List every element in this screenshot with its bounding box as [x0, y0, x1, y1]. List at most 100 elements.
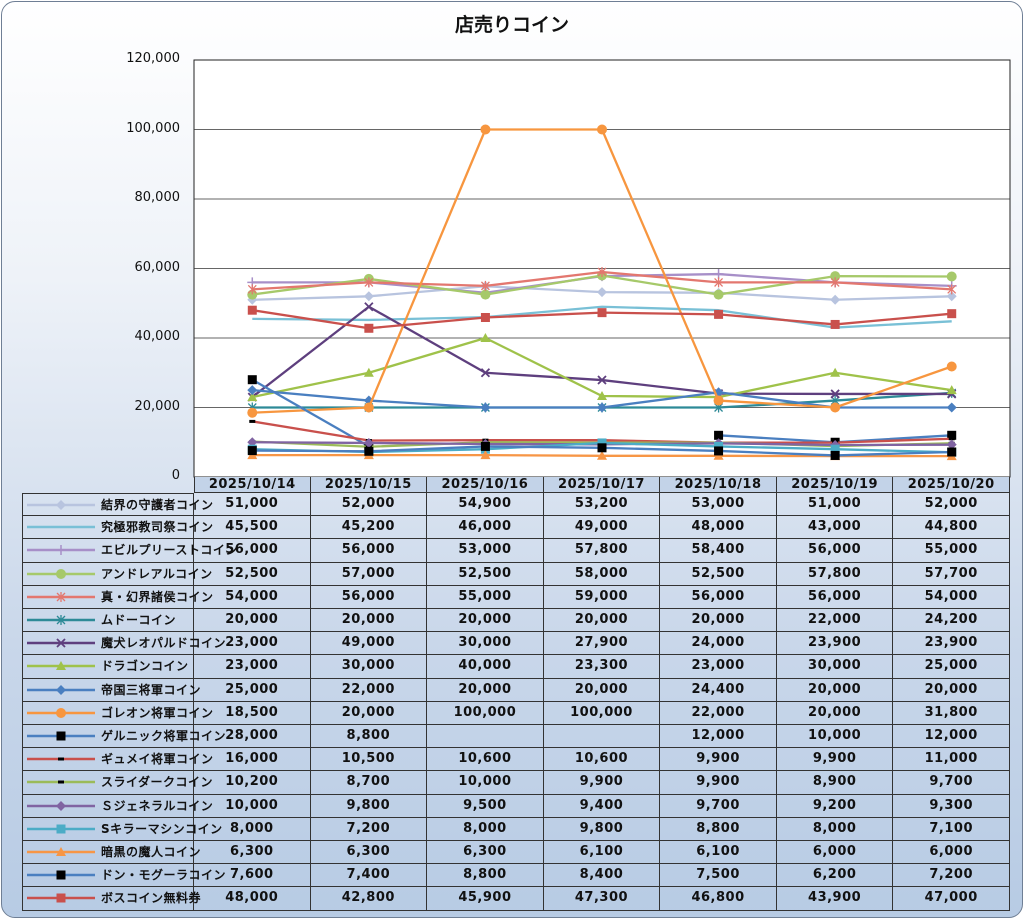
legend-key-icon	[27, 780, 95, 784]
data-point	[714, 446, 724, 456]
table-cell: 9,900	[660, 748, 777, 772]
table-cell: 30,000	[427, 632, 544, 656]
table-cell: 9,900	[543, 771, 661, 795]
table-cell: 56,000	[776, 539, 894, 563]
y-tick-label: 40,000	[134, 329, 181, 344]
table-cell: 9,400	[543, 794, 661, 818]
series-10	[247, 124, 957, 418]
table-cell: 6,000	[776, 841, 894, 865]
table-cell: 6,200	[776, 864, 894, 888]
data-point	[249, 419, 256, 423]
legend-entry: ドラゴンコイン	[22, 655, 194, 679]
table-cell: 23,000	[194, 632, 311, 656]
table-cell: 58,400	[660, 539, 777, 563]
data-point	[597, 391, 607, 401]
table-cell: 58,000	[543, 562, 661, 586]
table-cell: 52,500	[194, 562, 311, 586]
data-point	[946, 439, 957, 450]
table-cell: 8,000	[776, 817, 894, 841]
data-point	[247, 446, 257, 456]
data-point	[56, 615, 66, 625]
table-cell: 48,000	[660, 516, 777, 540]
series-17	[247, 441, 957, 460]
data-point	[480, 124, 491, 135]
data-point	[56, 545, 66, 556]
data-point	[948, 437, 955, 441]
table-cell: 24,400	[660, 678, 777, 702]
data-point	[713, 269, 724, 280]
table-cell	[543, 725, 661, 749]
table-cell: 57,800	[776, 562, 894, 586]
legend-entry: Sキラーマシンコイン	[22, 817, 222, 841]
data-point	[480, 312, 490, 322]
table-cell: 43,000	[776, 516, 894, 540]
data-point	[247, 392, 258, 402]
legend-key-icon	[27, 707, 95, 718]
table-cell: 56,000	[310, 539, 428, 563]
table-cell: 25,000	[194, 678, 311, 702]
data-point	[830, 319, 840, 329]
data-point	[58, 757, 64, 761]
data-point	[714, 441, 724, 451]
table-cell: 10,500	[310, 748, 428, 772]
table-cell: 52,000	[893, 493, 1010, 517]
data-point	[247, 305, 257, 315]
data-point	[480, 441, 490, 451]
legend-entry: 帝国三将軍コイン	[22, 678, 201, 702]
legend-entry: 暗黒の魔人コイン	[22, 841, 201, 865]
table-cell: 52,500	[427, 562, 544, 586]
data-point	[56, 684, 66, 695]
table-cell: 16,000	[194, 748, 311, 772]
table-cell: 31,800	[893, 701, 1010, 725]
legend-key-icon	[27, 500, 95, 510]
legend-entry: ゴレオン将軍コイン	[22, 701, 213, 725]
table-cell: 46,800	[660, 887, 777, 911]
table-cell: 20,000	[310, 609, 428, 633]
table-cell: 49,000	[543, 516, 661, 540]
table-cell: 24,000	[660, 632, 777, 656]
table-cell: 54,900	[427, 493, 544, 517]
table-cell: 22,000	[660, 701, 777, 725]
table-cell: 8,800	[427, 864, 544, 888]
data-point	[947, 284, 957, 295]
legend-entry: ギュメイ将軍コイン	[22, 748, 213, 772]
data-point	[56, 800, 66, 811]
table-cell: 8,800	[660, 817, 777, 841]
table-cell: 28,000	[194, 725, 311, 749]
table-cell: 12,000	[660, 725, 777, 749]
y-tick-label: 60,000	[134, 259, 181, 275]
table-cell: 11,000	[893, 748, 1010, 772]
y-tick-label: 20,000	[134, 398, 181, 414]
legend-key-icon	[27, 545, 95, 556]
table-cell: 10,200	[194, 771, 311, 795]
table-cell: 8,000	[427, 817, 544, 841]
table-cell: 9,700	[660, 794, 777, 818]
table-cell: 55,000	[427, 585, 544, 609]
x-tick-label: 2025/10/20	[893, 477, 1010, 493]
table-cell: 8,700	[310, 771, 428, 795]
data-point	[247, 385, 258, 396]
table-cell: 55,000	[893, 539, 1010, 563]
data-point	[363, 367, 374, 377]
data-point	[480, 333, 491, 342]
data-point	[713, 289, 724, 300]
table-cell: 56,000	[660, 585, 777, 609]
legend-entry: Ｓジェネラルコイン	[22, 794, 213, 818]
data-point	[247, 284, 257, 295]
table-cell: 7,200	[310, 817, 428, 841]
table-cell: 10,000	[427, 771, 544, 795]
data-point	[714, 309, 724, 319]
x-tick-label: 2025/10/14	[194, 477, 311, 493]
data-point	[597, 266, 607, 277]
table-cell: 57,700	[893, 562, 1010, 586]
data-point	[480, 450, 491, 460]
table-cell: 18,500	[194, 701, 311, 725]
table-cell: 42,800	[310, 887, 428, 911]
data-point	[830, 271, 841, 282]
legend-entry: エビルプリーストコイン	[22, 539, 237, 563]
legend-key-icon	[27, 661, 95, 671]
data-point	[597, 124, 607, 135]
series-8	[247, 333, 957, 402]
legend-entry: ドン・モグーラコイン	[22, 864, 226, 888]
